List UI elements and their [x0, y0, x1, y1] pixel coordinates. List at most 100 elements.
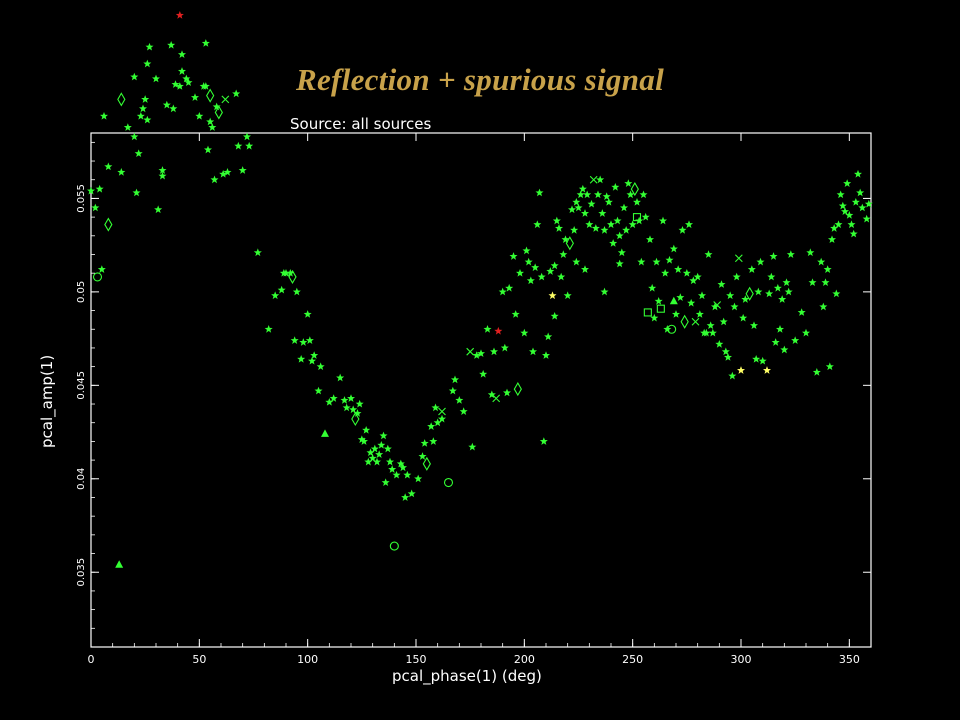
- data-point-star: [559, 250, 568, 258]
- data-point-star: [243, 132, 251, 141]
- data-point-star: [737, 366, 745, 374]
- data-point-star: [648, 283, 657, 292]
- data-point-star: [615, 259, 624, 268]
- data-point-star: [665, 255, 674, 264]
- data-point-star: [620, 203, 628, 212]
- data-point-star: [765, 289, 774, 298]
- data-point-star: [773, 283, 782, 292]
- data-point-star: [136, 111, 145, 120]
- data-point-star: [767, 272, 776, 281]
- data-point-cross: [713, 301, 722, 309]
- data-point-star: [132, 188, 141, 197]
- data-point-star: [661, 268, 670, 277]
- data-point-star: [587, 199, 596, 208]
- data-point-star: [379, 431, 388, 440]
- data-point-star: [483, 325, 492, 333]
- x-tick-label: 50: [192, 653, 206, 666]
- data-point-star: [717, 280, 726, 288]
- data-point-star: [537, 272, 546, 281]
- data-point-star: [104, 162, 113, 171]
- data-point-star: [208, 123, 217, 131]
- data-point-star: [841, 207, 849, 216]
- data-point-star: [130, 132, 139, 141]
- data-point-star: [418, 452, 427, 460]
- data-point-star: [383, 444, 392, 453]
- data-point-diamond: [206, 88, 215, 103]
- data-point-diamond: [117, 92, 126, 107]
- x-axis-label: pcal_phase(1) (deg): [392, 667, 542, 686]
- data-point-triangle: [669, 296, 678, 305]
- data-point-star: [191, 93, 199, 101]
- data-point-star: [544, 332, 553, 341]
- data-point-star: [204, 145, 212, 154]
- data-point-star: [611, 183, 620, 191]
- data-point-star: [498, 287, 507, 296]
- data-point-star: [600, 225, 609, 234]
- data-point-star: [123, 123, 132, 131]
- data-point-star: [167, 40, 176, 49]
- data-point-star: [652, 257, 661, 266]
- data-point-star: [747, 265, 756, 273]
- data-point-star: [832, 289, 841, 298]
- data-point-star: [721, 347, 730, 356]
- data-point-star: [347, 394, 355, 402]
- data-point-star: [847, 220, 856, 229]
- data-point-star: [195, 111, 204, 120]
- data-point-star: [550, 311, 559, 320]
- data-point-star: [617, 248, 626, 257]
- data-point-star: [836, 190, 845, 199]
- data-point-star: [782, 278, 791, 287]
- data-point-star: [838, 201, 847, 210]
- data-point-star: [175, 11, 184, 19]
- data-point-star: [591, 224, 600, 232]
- data-point-diamond: [630, 181, 639, 197]
- data-point-star: [854, 169, 862, 178]
- data-point-star: [633, 197, 641, 206]
- data-point-star: [232, 89, 241, 98]
- data-point-star: [678, 225, 687, 234]
- data-point-star: [609, 239, 618, 247]
- data-point-cross: [589, 175, 598, 184]
- data-point-star: [210, 175, 219, 184]
- data-point-star: [381, 478, 390, 487]
- data-point-star: [695, 310, 704, 318]
- data-point-star: [687, 298, 696, 307]
- data-point-star: [719, 317, 728, 326]
- x-tick-label: 350: [839, 653, 860, 666]
- data-point-star: [368, 454, 377, 462]
- data-point-star: [778, 295, 787, 303]
- data-point-star: [780, 345, 789, 354]
- data-point-star: [786, 250, 795, 258]
- data-point-star: [600, 287, 609, 296]
- data-point-cross: [734, 254, 743, 263]
- data-point-star: [427, 422, 436, 430]
- data-point-square: [632, 213, 642, 222]
- data-point-star: [856, 188, 865, 197]
- data-point-star: [641, 212, 650, 221]
- data-point-star: [362, 425, 371, 434]
- data-point-star: [539, 437, 548, 445]
- data-point-star: [139, 104, 147, 113]
- data-point-star: [808, 278, 817, 287]
- data-point-star: [314, 386, 323, 395]
- data-point-diamond: [104, 217, 113, 232]
- data-point-star: [451, 375, 459, 384]
- x-tick-label: 0: [88, 653, 95, 666]
- data-point-cross: [221, 95, 230, 104]
- data-point-star: [771, 338, 780, 346]
- data-point-star: [522, 246, 531, 255]
- data-point-diamond: [513, 381, 522, 397]
- data-point-star: [141, 95, 150, 103]
- data-point-star: [336, 373, 345, 382]
- data-point-star: [234, 141, 243, 150]
- data-point-star: [297, 354, 306, 363]
- y-tick-label: 0.04: [76, 468, 87, 490]
- data-point-star: [143, 59, 152, 68]
- data-point-star: [624, 179, 633, 187]
- data-point-star: [828, 235, 836, 244]
- data-point-star: [819, 302, 828, 311]
- data-point-star: [117, 168, 126, 176]
- data-point-star: [154, 205, 163, 214]
- data-point-star: [604, 197, 613, 206]
- data-point-circle: [667, 324, 677, 334]
